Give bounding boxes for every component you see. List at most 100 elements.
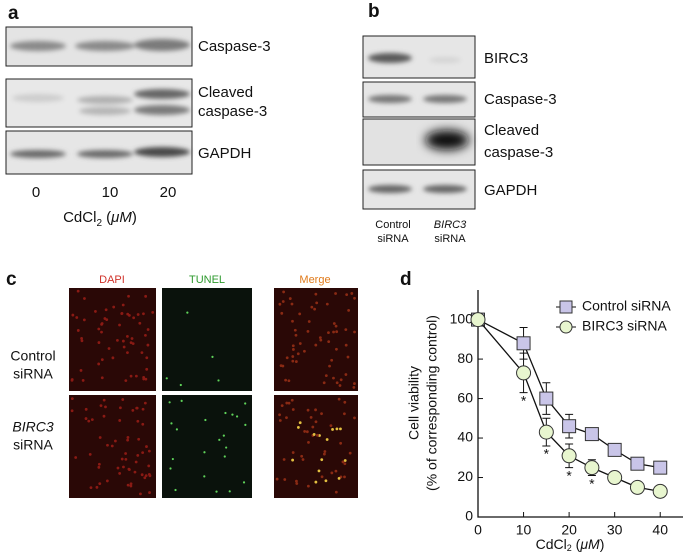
cell (141, 422, 145, 426)
cell (102, 398, 106, 402)
cell (218, 438, 221, 441)
column-label: Merge (299, 274, 330, 286)
cell (294, 360, 298, 363)
y-tick-label: 100 (450, 310, 474, 326)
cell (225, 446, 228, 449)
cell (339, 427, 342, 431)
x-tick-label: 0 (474, 522, 482, 538)
label-part: μM (579, 536, 600, 552)
label-part: 2 (567, 543, 572, 553)
cell (324, 479, 328, 483)
cell (126, 483, 130, 487)
cell (329, 424, 333, 428)
cell (314, 343, 318, 347)
cell (114, 439, 117, 443)
cell (339, 475, 343, 479)
cell (328, 364, 331, 368)
cell (291, 319, 294, 323)
cell (90, 418, 94, 422)
cell (84, 407, 88, 411)
cell (325, 438, 329, 441)
cell (281, 300, 285, 303)
cell (144, 294, 148, 298)
cell (118, 419, 122, 422)
cell (147, 449, 151, 453)
cell (291, 408, 295, 411)
cell (343, 459, 347, 462)
cell (282, 290, 286, 294)
cell (223, 455, 226, 458)
cell (143, 476, 147, 480)
cell (95, 485, 99, 489)
cell (141, 451, 145, 455)
cell (323, 450, 327, 453)
cell (215, 490, 218, 493)
band-label: Caspase-3 (198, 38, 271, 55)
cell (146, 343, 150, 347)
cell (298, 312, 302, 316)
marker (629, 479, 645, 495)
cell (124, 457, 128, 461)
chart: d 0 20 40 60 80 100 0 10 20 30 40 CdCl2 (μM) Cell vi… (400, 269, 683, 553)
cell (294, 333, 298, 337)
cell (242, 481, 246, 484)
axis-label: CdCl2 (μM) (63, 209, 137, 229)
cell (179, 383, 182, 387)
micrograph (162, 288, 252, 391)
cell (344, 328, 348, 332)
significance: * (589, 475, 595, 491)
label-part: CdCl (63, 209, 96, 226)
row-label: BIRC3 (12, 419, 53, 435)
cell (136, 419, 140, 423)
legend-label: BIRC3 siRNA (582, 318, 667, 334)
cell (350, 292, 354, 295)
cell (353, 330, 356, 334)
cell (138, 321, 142, 325)
blot-b (362, 35, 476, 210)
cell (344, 343, 348, 347)
cell (100, 322, 104, 326)
cell (97, 462, 101, 466)
cell (235, 415, 239, 418)
cell (285, 356, 289, 360)
y-tick-label: 60 (457, 389, 473, 405)
cell (83, 297, 86, 300)
lane-label: Control (375, 219, 410, 231)
cell (204, 418, 207, 422)
cell (136, 313, 140, 316)
significance: * (521, 392, 527, 408)
lane-label: siRNA (377, 233, 409, 245)
cell (102, 414, 106, 418)
cell (310, 305, 314, 309)
y-axis-label: Cell viability (406, 366, 422, 440)
cell (118, 472, 122, 475)
cell (143, 401, 147, 405)
column-label: DAPI (99, 274, 125, 286)
cell (317, 469, 321, 473)
cell (320, 412, 323, 416)
lane-label: 0 (32, 184, 40, 201)
cell (343, 462, 347, 466)
cell (314, 292, 318, 296)
marker (652, 483, 668, 499)
cell (97, 362, 101, 366)
cell (116, 466, 120, 470)
cell (142, 312, 145, 316)
cell (170, 422, 173, 425)
cell (203, 451, 206, 454)
cell (110, 444, 114, 448)
cell (75, 316, 79, 319)
cell (165, 377, 168, 380)
cell (353, 296, 356, 300)
cell (337, 397, 341, 401)
cell (130, 337, 134, 340)
cell (332, 376, 335, 380)
x-tick-label: 20 (561, 522, 577, 538)
cell (122, 345, 126, 349)
cell (147, 464, 151, 468)
cell (301, 458, 305, 461)
cell (343, 475, 346, 479)
cell (345, 293, 349, 296)
cell (278, 413, 281, 417)
legend-marker (559, 320, 573, 334)
